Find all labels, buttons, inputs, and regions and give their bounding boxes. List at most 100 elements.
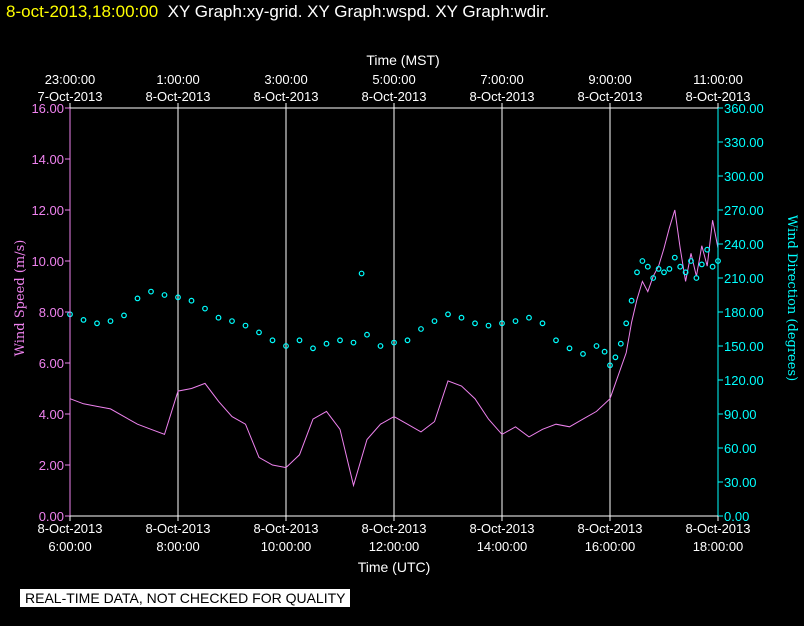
left-tick-label: 16.00	[31, 101, 64, 116]
wind-direction-point	[296, 337, 303, 344]
wind-direction-point	[161, 292, 168, 298]
wind-direction-point	[134, 295, 141, 302]
top-tick-time: 7:00:00	[480, 72, 523, 87]
wind-direction-point	[698, 261, 705, 268]
wind-direction-point	[634, 269, 640, 276]
right-tick-label: 60.00	[724, 441, 757, 456]
bottom-tick-date: 8-Oct-2013	[37, 521, 102, 536]
wind-direction-point	[671, 254, 678, 261]
left-axis-label: Wind Speed (m/s)	[13, 240, 28, 357]
wind-direction-point	[709, 263, 716, 270]
left-tick-label: 8.00	[39, 305, 64, 320]
wind-direction-point	[358, 270, 365, 277]
wind-direction-point	[94, 320, 100, 327]
title-date-time: 8-oct-2013,18:00:00	[6, 2, 159, 21]
bottom-tick-date: 8-Oct-2013	[469, 521, 534, 536]
left-tick-label: 6.00	[39, 356, 64, 371]
wind-direction-point	[704, 246, 711, 253]
wind-direction-point	[269, 337, 276, 344]
wind-direction-point	[418, 326, 424, 332]
bottom-axis-label: Time (UTC)	[358, 559, 431, 575]
wind-direction-point	[580, 351, 586, 357]
wind-direction-point	[688, 258, 694, 264]
wind-direction-point	[644, 263, 651, 270]
top-axis-label: Time (MST)	[366, 52, 439, 68]
wind-direction-point	[188, 297, 195, 304]
right-tick-label: 90.00	[724, 407, 757, 422]
top-tick-time: 1:00:00	[156, 72, 199, 87]
wind-direction-point	[553, 337, 559, 344]
wind-direction-point	[526, 314, 532, 321]
axes: 0.00 2.00 4.00 6.00 8.00 10.00 12.00 14.00 16.00…	[31, 72, 763, 554]
wind-direction-point	[512, 318, 519, 325]
top-tick-time: 3:00:00	[264, 72, 307, 87]
top-tick-date: 8-Oct-2013	[145, 89, 210, 104]
right-tick-label: 300.00	[724, 169, 764, 184]
wind-direction-point	[323, 340, 330, 347]
left-tick-label: 10.00	[31, 254, 64, 269]
bottom-tick-date: 8-Oct-2013	[145, 521, 210, 536]
left-tick-label: 0.00	[39, 509, 64, 524]
top-tick-date: 7-Oct-2013	[37, 89, 102, 104]
wind-direction-point	[539, 320, 546, 327]
bottom-tick-time: 14:00:00	[477, 539, 528, 554]
left-tick-label: 4.00	[39, 407, 64, 422]
bottom-tick-time: 8:00:00	[156, 539, 199, 554]
wind-direction-point	[310, 345, 316, 352]
wind-direction-point	[612, 354, 619, 361]
wind-direction-point	[472, 320, 478, 327]
wind-direction-point	[377, 343, 384, 349]
right-tick-label: 240.00	[724, 237, 764, 252]
wind-direction-point	[485, 322, 492, 329]
bottom-tick-time: 16:00:00	[585, 539, 636, 554]
wind-direction-point	[499, 320, 505, 327]
wind-direction-point	[80, 317, 87, 323]
wind-direction-point	[121, 312, 127, 319]
right-tick-label: 180.00	[724, 305, 764, 320]
wind-direction-point	[639, 258, 646, 264]
left-tick-label: 2.00	[39, 458, 64, 473]
top-tick-date: 8-Oct-2013	[577, 89, 642, 104]
wind-direction-point	[617, 340, 624, 347]
right-tick-label: 330.00	[724, 135, 764, 150]
top-tick-time: 11:00:00	[693, 72, 743, 87]
wind-direction-series	[67, 246, 721, 369]
right-tick-label: 150.00	[724, 339, 764, 354]
wind-direction-point	[623, 320, 630, 327]
wind-speed-line	[69, 209, 719, 488]
wind-direction-point	[445, 311, 451, 318]
wind-direction-point	[202, 305, 208, 312]
wind-direction-point	[256, 329, 262, 336]
wind-direction-point	[175, 294, 181, 301]
wind-direction-point	[404, 337, 411, 344]
top-tick-time: 9:00:00	[588, 72, 631, 87]
right-tick-label: 0.00	[724, 509, 749, 524]
wind-direction-point	[593, 343, 600, 349]
wind-direction-point	[458, 314, 465, 321]
axis-labels: Time (MST) Time (UTC) Wind Speed (m/s) W…	[13, 52, 799, 575]
wind-direction-point	[242, 322, 249, 329]
title-bar: 8-oct-2013,18:00:00 XY Graph:xy-grid. XY…	[6, 2, 549, 22]
top-tick-time: 5:00:00	[372, 72, 415, 87]
right-tick-label: 30.00	[724, 475, 757, 490]
wind-direction-point	[364, 331, 370, 338]
title-graph-names: XY Graph:xy-grid. XY Graph:wspd. XY Grap…	[167, 2, 550, 21]
right-axis-label: Wind Direction (degrees)	[784, 215, 799, 381]
wind-direction-point	[655, 266, 662, 272]
wind-speed-series	[69, 209, 719, 488]
wind-direction-point	[391, 339, 397, 346]
bottom-tick-date: 8-Oct-2013	[361, 521, 426, 536]
quality-notice: REAL-TIME DATA, NOT CHECKED FOR QUALITY	[20, 589, 351, 607]
wind-direction-point	[107, 318, 114, 325]
wind-direction-point	[566, 345, 573, 352]
wind-direction-point	[350, 339, 357, 346]
right-tick-label: 270.00	[724, 203, 764, 218]
wind-direction-point	[682, 269, 689, 276]
wind-direction-point	[661, 269, 667, 276]
bottom-tick-date: 8-Oct-2013	[577, 521, 642, 536]
bottom-tick-time: 10:00:00	[261, 539, 312, 554]
grid-lines	[177, 108, 611, 516]
wind-direction-point	[283, 343, 289, 349]
wind-direction-point	[650, 275, 657, 281]
